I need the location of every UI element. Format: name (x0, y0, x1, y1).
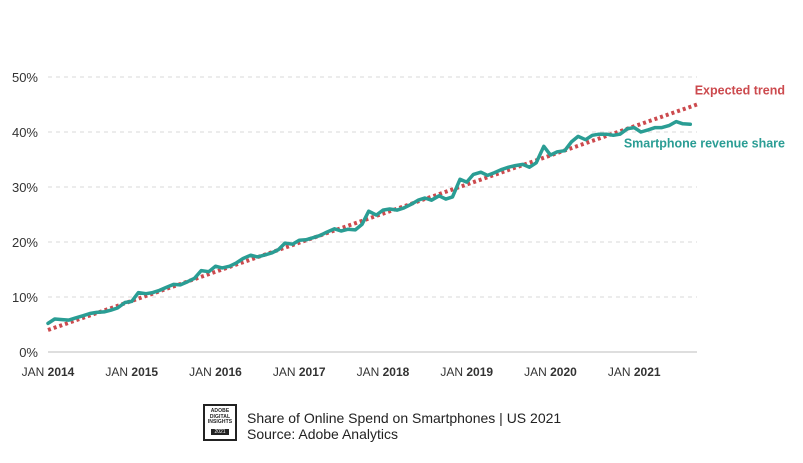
x-tick-year: 2020 (550, 365, 577, 379)
x-tick-month: JAN (22, 365, 48, 379)
series-lines (46, 102, 698, 332)
x-tick-month: JAN (440, 365, 466, 379)
line-chart: 0%10%20%30%40%50% JAN 2014 JAN 2015 JAN 20… (12, 70, 785, 379)
gridlines (48, 76, 697, 353)
x-tick-label: JAN 2020 (524, 365, 577, 379)
x-tick-year: 2018 (383, 365, 410, 379)
x-tick-label: JAN 2017 (273, 365, 326, 379)
chart-title: Share of Online Spend on Smartphones | U… (247, 410, 562, 426)
y-tick-label: 20% (12, 235, 38, 250)
x-tick-year: 2021 (634, 365, 661, 379)
x-tick-year: 2017 (299, 365, 326, 379)
adobe-digital-insights-logo: ADOBE DIGITAL INSIGHTS 2021 (203, 404, 237, 441)
x-tick-label: JAN 2018 (357, 365, 410, 379)
badge-year: 2021 (211, 428, 229, 435)
y-tick-label: 50% (12, 70, 38, 85)
expected-trend-line (47, 102, 698, 332)
series-label: Smartphone revenue share (624, 136, 785, 150)
y-axis-ticks: 0% 10% 20% 30% 40% 50% (12, 70, 38, 360)
y-tick-label: 40% (12, 125, 38, 140)
x-tick-label: JAN 2019 (440, 365, 493, 379)
x-tick-label: JAN 2014 (22, 365, 75, 379)
x-tick-month: JAN (608, 365, 634, 379)
x-tick-year: 2016 (215, 365, 242, 379)
x-axis-ticks: JAN 2014 JAN 2015 JAN 2016 JAN 2017 JAN 2018… (22, 365, 661, 379)
x-tick-label: JAN 2015 (105, 365, 158, 379)
x-tick-month: JAN (105, 365, 131, 379)
x-tick-month: JAN (524, 365, 550, 379)
y-tick-label: 10% (12, 290, 38, 305)
x-tick-month: JAN (357, 365, 383, 379)
y-tick-label: 0% (19, 345, 38, 360)
series-labels: Smartphone revenue share Expected trend (624, 84, 785, 151)
y-tick-label: 30% (12, 180, 38, 195)
x-tick-month: JAN (273, 365, 299, 379)
smartphone-share-line (46, 119, 693, 326)
badge-text: ADOBE DIGITAL INSIGHTS (207, 408, 233, 425)
chart-footer: ADOBE DIGITAL INSIGHTS 2021 Share of Onl… (203, 404, 561, 442)
x-tick-label: JAN 2016 (189, 365, 242, 379)
x-tick-label: JAN 2021 (608, 365, 661, 379)
x-tick-year: 2015 (131, 365, 158, 379)
x-tick-year: 2019 (466, 365, 493, 379)
x-tick-month: JAN (189, 365, 215, 379)
chart-source: Source: Adobe Analytics (247, 426, 398, 442)
series-label: Expected trend (695, 84, 785, 98)
x-tick-year: 2014 (48, 365, 75, 379)
